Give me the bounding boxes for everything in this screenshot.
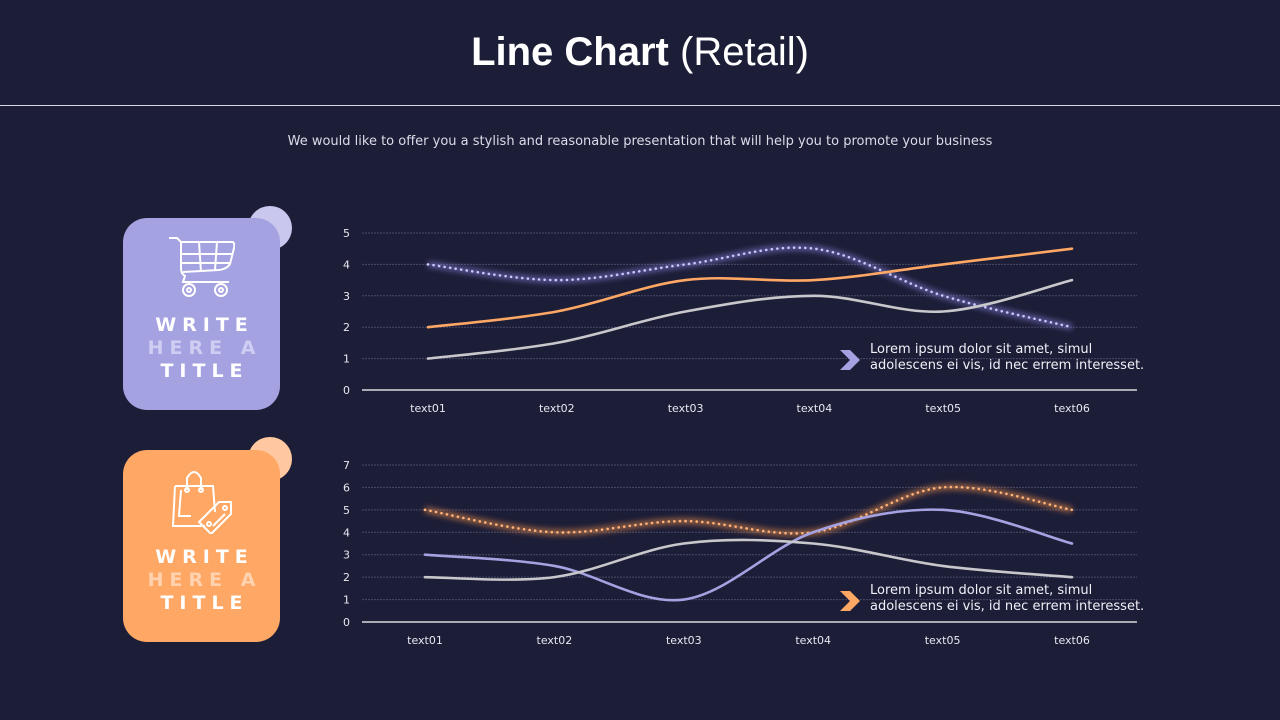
y-tick-label: 0	[343, 384, 350, 397]
x-tick-label: text05	[925, 402, 961, 415]
card-title-line1: WRITE	[155, 314, 254, 336]
callout-text: Lorem ipsum dolor sit amet, simul adolesc…	[870, 342, 1144, 374]
y-tick-label: 6	[343, 481, 350, 494]
callout-line2: adolescens ei vis, id nec errem interess…	[870, 599, 1145, 614]
card-title-line3: TITLE	[160, 360, 249, 382]
series-line-0	[423, 485, 1074, 535]
x-tick-label: text05	[925, 634, 961, 647]
y-tick-label: 2	[343, 321, 350, 334]
callout-line2: adolescens ei vis, id nec errem interess…	[870, 358, 1145, 373]
card-title-line3: TITLE	[160, 592, 249, 614]
y-tick-label: 3	[343, 290, 350, 303]
chart-bottom: 0 1 2 3 4 5 6 7 text01 text02 text03 text04 text05 te…	[343, 459, 1137, 647]
card-title-line2: HERE A	[147, 569, 262, 591]
callout-bottom: Lorem ipsum dolor sit amet, simul adolesc…	[838, 583, 1148, 619]
x-tick-label: text01	[410, 402, 446, 415]
x-tick-label: text04	[797, 402, 833, 415]
y-tick-label: 2	[343, 571, 350, 584]
callout-line1: Lorem ipsum dolor sit amet, simul	[870, 342, 1093, 357]
y-tick-label: 4	[343, 526, 350, 539]
x-tick-label: text01	[407, 634, 443, 647]
title-card-bag: WRITE HERE A TITLE	[123, 450, 280, 642]
x-tick-label: text03	[668, 402, 704, 415]
chart-top: 0 1 2 3 4 5 text01 text02 text03 text04 text05 text…	[343, 227, 1137, 415]
y-tick-label: 5	[343, 504, 350, 517]
callout-top: Lorem ipsum dolor sit amet, simul adolesc…	[838, 342, 1148, 378]
callout-text: Lorem ipsum dolor sit amet, simul adolesc…	[870, 583, 1144, 615]
page-title: Line Chart (Retail)	[0, 30, 1280, 75]
x-tick-label: text06	[1054, 402, 1090, 415]
title-bold: Line Chart	[471, 30, 669, 74]
y-tick-label: 1	[343, 594, 350, 607]
y-tick-label: 3	[343, 549, 350, 562]
chevron-right-icon	[840, 350, 860, 370]
y-tick-label: 1	[343, 353, 350, 366]
y-tick-label: 5	[343, 227, 350, 240]
y-tick-label: 0	[343, 616, 350, 629]
x-tick-label: text02	[539, 402, 575, 415]
series-line-1	[423, 508, 1074, 602]
x-tick-label: text04	[795, 634, 831, 647]
title-card-cart: WRITE HERE A TITLE	[123, 218, 280, 410]
series-line-2	[423, 538, 1074, 581]
card-title-line1: WRITE	[155, 546, 254, 568]
callout-line1: Lorem ipsum dolor sit amet, simul	[870, 583, 1093, 598]
title-light: (Retail)	[680, 30, 809, 74]
series-line-0	[426, 246, 1074, 329]
subtitle: We would like to offer you a stylish and…	[287, 134, 993, 149]
x-tick-label: text03	[666, 634, 702, 647]
y-tick-label: 7	[343, 459, 350, 472]
header-divider	[0, 105, 1280, 106]
y-tick-label: 4	[343, 258, 350, 271]
card-title-line2: HERE A	[147, 337, 262, 359]
x-tick-label: text02	[537, 634, 573, 647]
series-line-1	[426, 247, 1074, 329]
series-line-2	[426, 278, 1074, 360]
shopping-cart-icon	[169, 237, 235, 297]
chevron-right-icon	[840, 591, 860, 611]
x-tick-label: text06	[1054, 634, 1090, 647]
shopping-bag-tag-icon	[171, 471, 232, 534]
